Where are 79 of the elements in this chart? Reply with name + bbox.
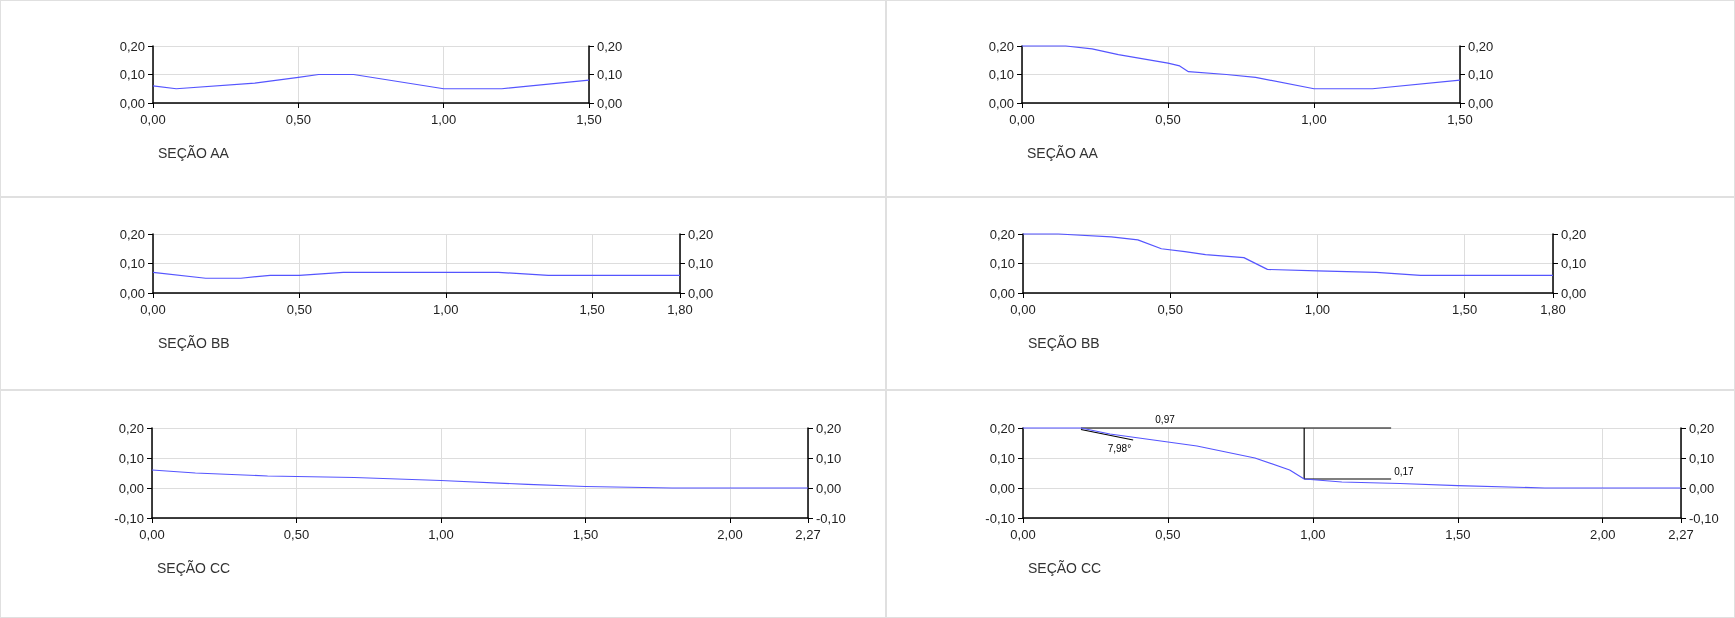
text: SEÇÃO CC (157, 560, 231, 576)
x-tick-label: 1,50 (576, 112, 602, 127)
x-tick-label: 0,50 (285, 112, 311, 127)
y2-tick-label: 0,00 (1561, 285, 1587, 301)
x-tick-label: 0,00 (1010, 527, 1036, 542)
y-tick-label: 0,20 (119, 226, 145, 242)
x-tick-label: 1,00 (1304, 302, 1331, 317)
x-tick-label: 0,00 (140, 302, 166, 317)
x-tick-label: 0,00 (139, 527, 165, 542)
x-tick-label: 0,50 (1157, 302, 1183, 317)
y-tick-label: 0,00 (119, 285, 145, 301)
y2-tick-label: 0,20 (1468, 38, 1494, 54)
x-tick-label: 1,00 (431, 112, 457, 127)
y-tick-label: 0,20 (988, 38, 1014, 54)
annotation: 7,98° (1107, 442, 1132, 454)
y-tick-label: 0,10 (988, 67, 1014, 82)
y2-tick-label: -0,10 (816, 510, 846, 526)
y-tick-label: 0,20 (989, 420, 1015, 436)
y-tick-label: 0,00 (118, 480, 144, 496)
x-tick-label: 0,00 (1009, 112, 1035, 127)
x-tick-label: 2,27 (1668, 527, 1694, 542)
text: SEÇÃO AA (1027, 145, 1099, 161)
x-tick-label: 0,00 (1010, 302, 1036, 317)
annotation: 0,17 (1394, 465, 1415, 477)
y-tick-label: 0,10 (118, 450, 144, 466)
y-tick-label: 0,00 (988, 95, 1014, 111)
y-tick-label: 0,20 (989, 226, 1015, 242)
x-tick-label: 1,00 (428, 527, 454, 542)
y2-tick-label: 0,20 (1689, 420, 1715, 436)
text: SEÇÃO BB (158, 335, 230, 351)
y2-tick-label: 0,10 (1689, 450, 1715, 466)
text: SEÇÃO AA (158, 145, 230, 161)
x-tick-label: 1,50 (579, 302, 605, 317)
y2-tick-label: 0,20 (1561, 226, 1587, 242)
y2-tick-label: 0,10 (1468, 67, 1494, 82)
y2-tick-label: 0,00 (816, 480, 842, 496)
y-tick-label: -0,10 (985, 510, 1015, 526)
x-tick-label: 2,00 (1590, 527, 1616, 542)
y2-tick-label: 0,10 (688, 256, 714, 271)
y2-tick-label: 0,00 (1689, 480, 1715, 496)
text: SEÇÃO CC (1028, 560, 1102, 576)
x-tick-label: 1,50 (572, 527, 599, 542)
y-tick-label: 0,00 (989, 285, 1015, 301)
x-tick-label: 1,50 (1452, 302, 1478, 317)
x-tick-label: 2,00 (717, 527, 743, 542)
x-tick-label: 1,80 (1540, 302, 1566, 317)
x-tick-label: 2,27 (795, 527, 821, 542)
x-tick-label: 1,80 (667, 302, 693, 317)
y-tick-label: 0,00 (119, 95, 145, 111)
x-tick-label: 1,50 (1447, 112, 1473, 127)
y-tick-label: 0,10 (989, 256, 1015, 271)
x-tick-label: 0,00 (140, 112, 166, 127)
x-tick-label: 1,50 (1445, 527, 1471, 542)
x-tick-label: 0,50 (286, 302, 313, 317)
y2-tick-label: 0,20 (688, 226, 714, 242)
x-tick-label: 0,50 (283, 527, 310, 542)
y-tick-label: 0,00 (989, 480, 1015, 496)
y2-tick-label: -0,10 (1689, 510, 1719, 526)
y2-tick-label: 0,20 (597, 38, 623, 54)
x-tick-label: 1,00 (433, 302, 459, 317)
text: SEÇÃO BB (1028, 335, 1100, 351)
x-tick-label: 1,00 (1301, 112, 1327, 127)
x-tick-label: 0,50 (1155, 527, 1181, 542)
y2-tick-label: 0,10 (1561, 256, 1587, 271)
x-tick-label: 0,50 (1155, 112, 1181, 127)
y-tick-label: 0,20 (119, 38, 145, 54)
y-tick-label: 0,20 (118, 420, 144, 436)
y2-tick-label: 0,20 (816, 420, 842, 436)
y2-tick-label: 0,10 (597, 67, 623, 82)
y2-tick-label: 0,00 (597, 95, 623, 111)
annotation: 0,97 (1155, 413, 1176, 425)
x-tick-label: 1,00 (1300, 527, 1326, 542)
y2-tick-label: 0,00 (1468, 95, 1494, 111)
y-tick-label: 0,10 (119, 256, 145, 271)
y-tick-label: 0,10 (119, 67, 145, 82)
y2-tick-label: 0,00 (688, 285, 714, 301)
y2-tick-label: 0,10 (816, 450, 842, 466)
y-tick-label: -0,10 (114, 510, 144, 526)
y-tick-label: 0,10 (989, 450, 1015, 466)
